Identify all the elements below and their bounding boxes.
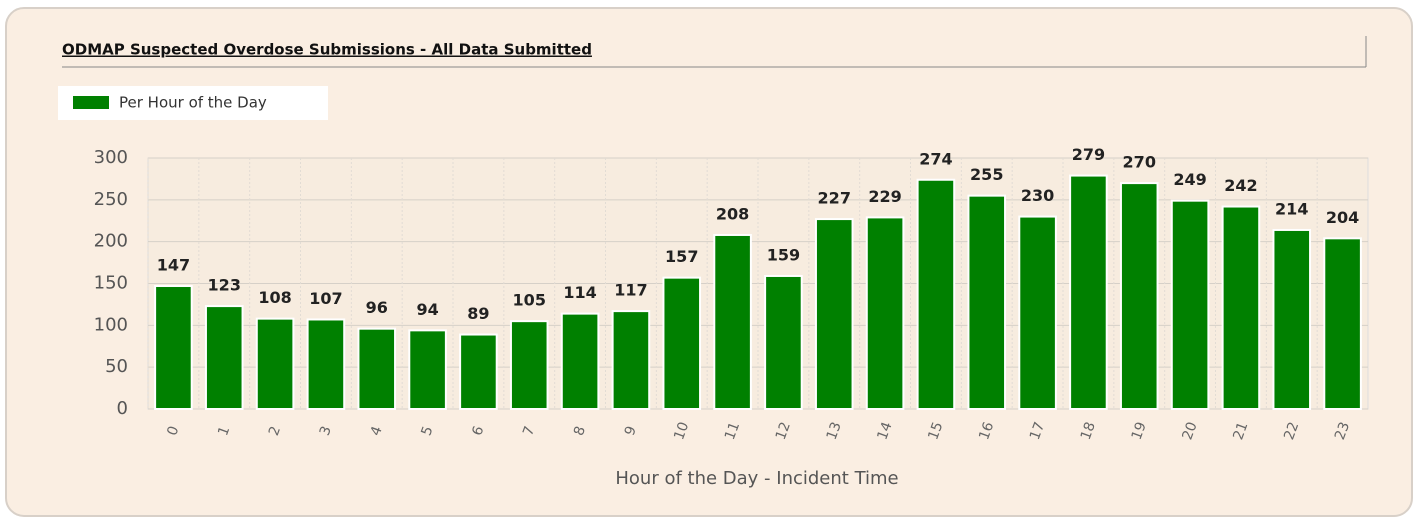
bar — [560, 312, 600, 410]
bar — [1018, 215, 1057, 410]
data-label: 123 — [208, 276, 241, 295]
y-tick-label: 0 — [117, 398, 128, 419]
data-label: 242 — [1224, 176, 1257, 195]
data-label: 249 — [1173, 170, 1206, 189]
bar — [408, 329, 447, 410]
data-label: 117 — [614, 281, 647, 300]
x-tick-label: 18 — [1078, 420, 1099, 442]
data-label: 147 — [157, 256, 190, 275]
y-tick-label: 150 — [94, 273, 128, 294]
bar — [611, 310, 651, 410]
x-tick-label: 20 — [1180, 420, 1201, 442]
bar — [459, 333, 498, 410]
bar — [357, 327, 397, 410]
data-label: 108 — [258, 288, 291, 307]
x-tick-label: 17 — [1027, 420, 1048, 442]
data-label: 229 — [868, 187, 901, 206]
data-label: 270 — [1123, 153, 1156, 172]
bar — [1323, 237, 1362, 410]
data-label: 159 — [767, 245, 800, 264]
data-label: 105 — [513, 291, 546, 310]
x-tick-label: 22 — [1281, 420, 1302, 442]
bar — [1272, 228, 1312, 410]
data-label: 274 — [919, 149, 952, 168]
data-label: 279 — [1072, 145, 1105, 164]
data-label: 214 — [1275, 199, 1308, 218]
data-label: 208 — [716, 204, 749, 223]
x-tick-label: 23 — [1332, 420, 1353, 442]
data-label: 227 — [818, 189, 851, 208]
x-tick-label: 16 — [976, 420, 997, 442]
bar — [713, 233, 752, 410]
data-label: 89 — [467, 304, 489, 323]
data-label: 255 — [970, 165, 1003, 184]
bar — [1170, 199, 1210, 410]
data-label: 96 — [366, 298, 388, 317]
x-tick-label: 13 — [824, 420, 845, 442]
chart-title: ODMAP Suspected Overdose Submissions - A… — [62, 41, 592, 59]
bar — [967, 194, 1007, 410]
y-tick-label: 50 — [105, 356, 128, 377]
data-label: 157 — [665, 247, 698, 266]
bar — [662, 276, 702, 411]
x-tick-label: 19 — [1129, 420, 1150, 442]
y-tick-label: 100 — [94, 314, 128, 335]
bar — [1069, 174, 1108, 410]
legend-label: Per Hour of the Day — [119, 94, 267, 112]
x-tick-label: 11 — [722, 420, 743, 442]
data-label: 230 — [1021, 186, 1054, 205]
bar — [1119, 182, 1159, 410]
y-tick-label: 250 — [94, 189, 128, 210]
x-tick-label: 12 — [773, 420, 794, 442]
bar — [204, 305, 244, 410]
x-axis-title: Hour of the Day - Incident Time — [615, 468, 898, 489]
x-tick-label: 14 — [875, 420, 896, 442]
bar — [306, 318, 346, 410]
bar — [1221, 205, 1261, 410]
bar — [865, 216, 905, 410]
bar — [814, 218, 854, 410]
x-tick-label: 10 — [671, 420, 692, 442]
legend-swatch — [73, 96, 109, 109]
data-label: 107 — [309, 289, 342, 308]
y-tick-label: 300 — [94, 147, 128, 168]
data-label: 94 — [416, 300, 438, 319]
bar — [509, 320, 549, 410]
data-label: 204 — [1326, 208, 1359, 227]
x-tick-label: 21 — [1230, 420, 1251, 442]
y-tick-label: 200 — [94, 231, 128, 252]
data-label: 114 — [563, 283, 596, 302]
bar — [916, 178, 956, 410]
x-tick-label: 15 — [925, 420, 946, 442]
bar — [154, 285, 193, 411]
bar — [255, 317, 295, 411]
bar — [764, 274, 803, 410]
